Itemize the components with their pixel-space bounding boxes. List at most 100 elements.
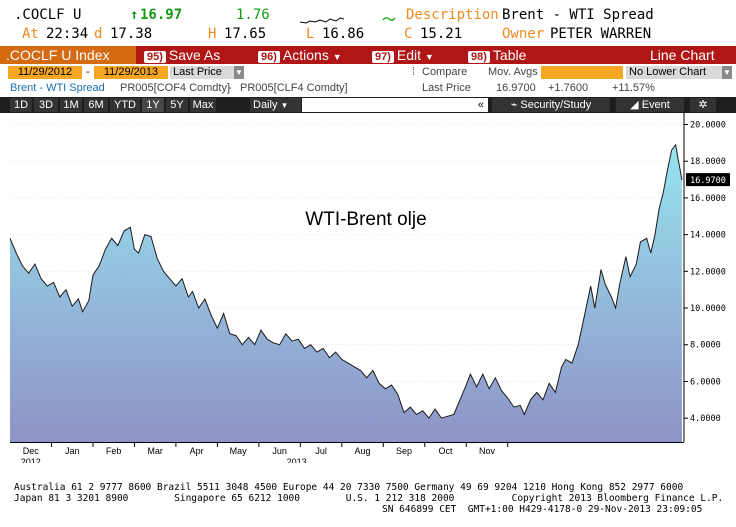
mov-avg-input[interactable]	[541, 66, 623, 79]
legend-percent: +11.57%	[612, 82, 655, 94]
series-formula-a: PR005[COF4 Comdty]	[120, 82, 231, 94]
lower-chart-select[interactable]: No Lower Chart	[626, 66, 723, 79]
market-status-icon	[382, 8, 396, 27]
owner-value: PETER WARREN	[550, 26, 652, 42]
footer-contacts-line1: Australia 61 2 9777 8600 Brazil 5511 304…	[14, 482, 684, 493]
table-label: Table	[492, 47, 527, 63]
event-icon: ◢	[630, 99, 639, 111]
x-tick-label: Oct	[438, 446, 453, 456]
spread-line	[9, 143, 683, 419]
period-button[interactable]: 3D	[34, 98, 58, 112]
net-change: 1.76	[236, 7, 270, 23]
save-as-label: Save As	[168, 47, 221, 63]
y-tick-label: 8.0000	[690, 341, 721, 351]
close-label: C	[404, 26, 413, 42]
price-field-select[interactable]: Last Price	[170, 66, 235, 79]
chart-toolbar: 1D 3D 1M 6M YTD 1Y 5Y Max Daily ▼ « ⌁ Security/…	[0, 97, 736, 113]
y-tick-label: 16.0000	[690, 194, 726, 204]
period-button[interactable]: 1D	[10, 98, 32, 112]
dropdown-arrow-icon: ▼	[332, 52, 342, 62]
save-as-button[interactable]: 95) Save As	[144, 46, 220, 64]
last-price-label: Last Price	[422, 82, 471, 94]
quote-time: 22:34	[46, 26, 89, 42]
x-tick-label: Aug	[355, 446, 371, 456]
period-button[interactable]: 5Y	[166, 98, 188, 112]
actions-label: Actions	[282, 47, 329, 63]
ticker: .COCLF U	[14, 7, 82, 23]
footer-contacts-line2: Japan 81 3 3201 8900 Singapore 65 6212 1…	[14, 493, 724, 504]
x-tick-label: Jan	[65, 446, 80, 456]
actions-key: 96)	[258, 51, 280, 63]
x-tick-label: May	[230, 446, 248, 456]
last-value-label: 16.9700	[690, 176, 726, 186]
x-tick-label: Nov	[479, 446, 496, 456]
period-button[interactable]: 1Y	[142, 98, 164, 112]
x-tick-label: Jul	[315, 446, 327, 456]
date-separator: -	[86, 66, 90, 78]
dropdown-arrow-icon[interactable]: ▼	[234, 66, 244, 79]
owner-label: Owner	[502, 26, 545, 42]
x-tick-label: Dec	[23, 446, 40, 456]
chart-type-label[interactable]: Line Chart	[650, 47, 715, 63]
period-button[interactable]: Max	[190, 98, 216, 112]
y-tick-label: 14.0000	[690, 231, 726, 241]
price-chart[interactable]: 20.0000 18.0000 16.0000 14.0000 12.0000 10.00…	[0, 113, 736, 463]
sparkline-icon	[299, 10, 345, 29]
compare-button[interactable]: Compare	[422, 66, 468, 78]
legend-change: +1.7600	[548, 82, 589, 94]
y-axis: 20.0000 18.0000 16.0000 14.0000 12.0000 10.00…	[683, 113, 726, 442]
dropdown-arrow-icon[interactable]: ▼	[722, 66, 732, 79]
event-label: Event	[641, 99, 670, 111]
y-tick-label: 6.0000	[690, 377, 721, 387]
open-label: d	[94, 26, 103, 42]
x-tick-label: Apr	[190, 446, 204, 456]
edit-key: 97)	[372, 51, 394, 63]
function-menu-bar: .COCLF U Index 95) Save As 96) Actions ▼ 9…	[0, 46, 736, 64]
period-button[interactable]: 1M	[60, 98, 82, 112]
compare-icon: ⁞	[412, 66, 416, 78]
period-button[interactable]: 6M	[84, 98, 108, 112]
y-tick-label: 20.0000	[690, 121, 726, 131]
at-label: At	[22, 26, 39, 42]
y-tick-label: 18.0000	[690, 157, 726, 167]
description-value: Brent - WTI Spread	[502, 7, 654, 23]
formula-minus: -	[228, 82, 232, 94]
moving-averages-button[interactable]: Mov. Avgs	[488, 66, 538, 78]
x-tick-label: Feb	[106, 446, 122, 456]
actions-menu[interactable]: 96) Actions ▼	[258, 46, 342, 64]
end-date-input[interactable]: 11/29/2013	[94, 66, 168, 79]
last-value-marker: 16.9700	[686, 173, 730, 187]
x-tick-label: Mar	[147, 446, 163, 456]
spread-area	[10, 144, 682, 442]
event-button[interactable]: ◢ Event	[616, 98, 684, 112]
settings-button[interactable]: ✲	[690, 98, 716, 112]
security-study-icon: ⌁	[510, 99, 518, 111]
collapse-icon: «	[477, 99, 484, 111]
period-button[interactable]: YTD	[110, 98, 140, 112]
security-study-button[interactable]: ⌁ Security/Study	[492, 98, 610, 112]
high-value: 17.65	[224, 26, 267, 42]
series-formula-b: PR005[CLF4 Comdty]	[240, 82, 348, 94]
dropdown-arrow-icon: ▼	[280, 101, 289, 110]
start-date-input[interactable]: 11/29/2012	[8, 66, 82, 79]
edit-label: Edit	[396, 47, 422, 63]
legend-price: 16.9700	[496, 82, 536, 94]
low-label: L	[306, 26, 315, 42]
security-search-input[interactable]: «	[302, 98, 488, 112]
security-study-label: Security/Study	[520, 99, 592, 111]
footer-session-line: SN 646899 CET GMT+1:00 H429-4178-0 29-No…	[382, 504, 703, 515]
frequency-label: Daily	[253, 99, 278, 111]
series-name: Brent - WTI Spread	[10, 82, 105, 94]
frequency-select[interactable]: Daily ▼	[250, 98, 301, 112]
table-button[interactable]: 98) Table	[468, 46, 526, 64]
gear-icon: ✲	[698, 99, 708, 111]
y-tick-label: 12.0000	[690, 267, 726, 277]
open-value: 17.38	[110, 26, 153, 42]
x-tick-label: Sep	[396, 446, 412, 456]
dropdown-arrow-icon: ▼	[424, 52, 434, 62]
y-tick-label: 10.0000	[690, 304, 726, 314]
last-price: 16.97	[140, 7, 183, 23]
security-index-field[interactable]: .COCLF U Index	[0, 46, 136, 64]
edit-menu[interactable]: 97) Edit ▼	[372, 46, 434, 64]
y-tick-label: 4.0000	[690, 414, 721, 424]
